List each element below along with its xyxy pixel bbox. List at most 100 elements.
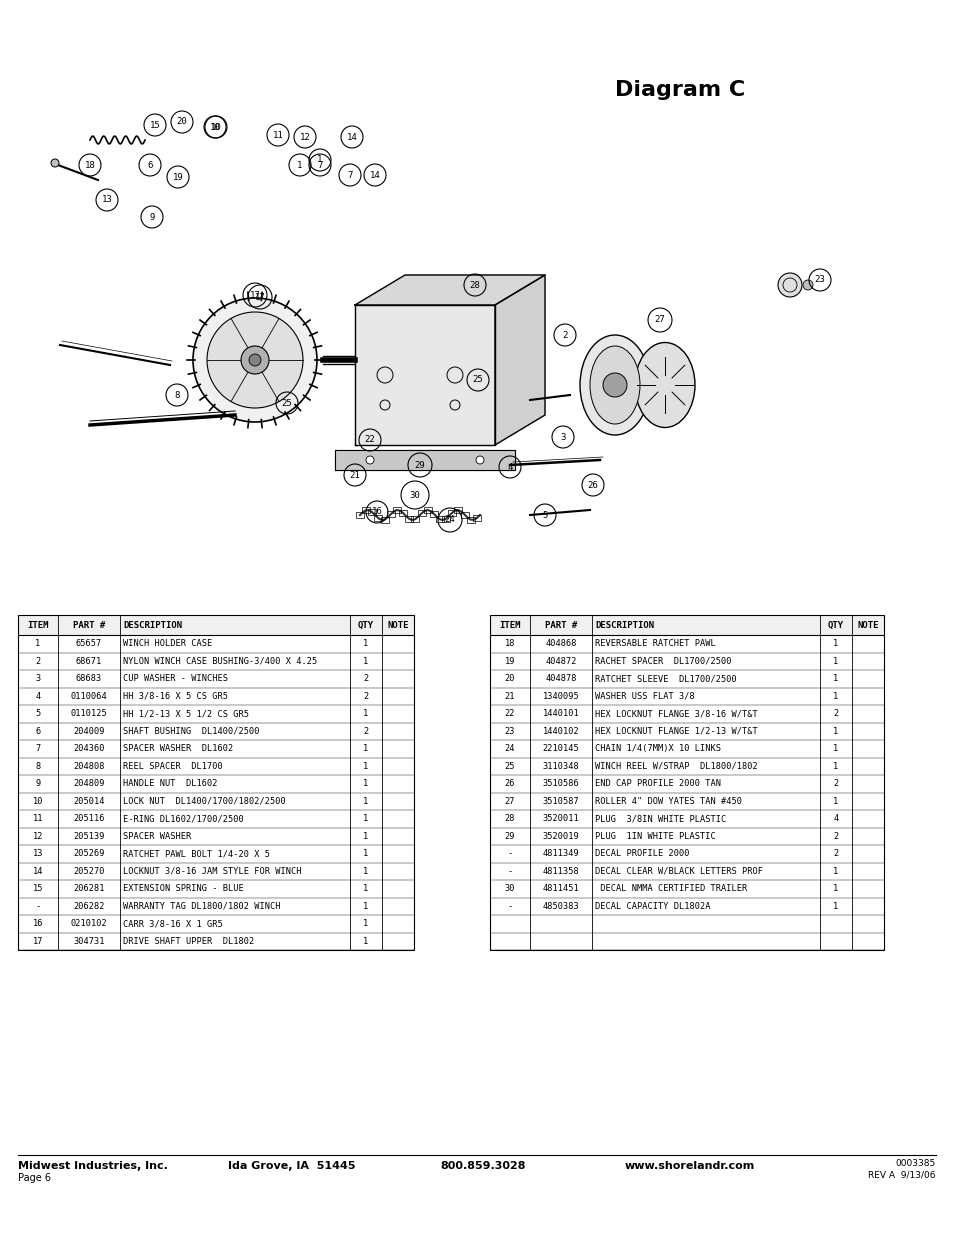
Bar <box>430 511 437 516</box>
Text: 29: 29 <box>415 461 425 469</box>
Bar <box>490 615 883 950</box>
Text: PLUG  1IN WHITE PLASTIC: PLUG 1IN WHITE PLASTIC <box>595 831 715 841</box>
Text: 28: 28 <box>469 280 480 289</box>
Text: 304731: 304731 <box>73 937 105 946</box>
Bar <box>355 513 364 517</box>
Ellipse shape <box>579 335 649 435</box>
Text: 4: 4 <box>833 814 838 824</box>
Text: 25: 25 <box>472 375 483 384</box>
Circle shape <box>778 273 801 296</box>
Text: DESCRIPTION: DESCRIPTION <box>123 620 182 630</box>
Bar <box>436 516 443 522</box>
Text: 4811349: 4811349 <box>542 850 578 858</box>
Text: 204808: 204808 <box>73 762 105 771</box>
Text: NOTE: NOTE <box>857 620 878 630</box>
Text: 25: 25 <box>504 762 515 771</box>
Text: Diagram C: Diagram C <box>615 80 744 100</box>
Text: 1: 1 <box>363 779 368 788</box>
Text: E-RING DL1602/1700/2500: E-RING DL1602/1700/2500 <box>123 814 244 824</box>
Text: END CAP PROFILE 2000 TAN: END CAP PROFILE 2000 TAN <box>595 779 720 788</box>
Text: RATCHET PAWL BOLT 1/4-20 X 5: RATCHET PAWL BOLT 1/4-20 X 5 <box>123 850 270 858</box>
Bar <box>398 510 407 516</box>
Text: HEX LOCKNUT FLANGE 3/8-16 W/T&T: HEX LOCKNUT FLANGE 3/8-16 W/T&T <box>595 709 757 719</box>
Text: CHAIN 1/4(7MM)X 10 LINKS: CHAIN 1/4(7MM)X 10 LINKS <box>595 745 720 753</box>
Text: PLUG  3/8IN WHITE PLASTIC: PLUG 3/8IN WHITE PLASTIC <box>595 814 725 824</box>
Text: 18: 18 <box>504 640 515 648</box>
Text: 205116: 205116 <box>73 814 105 824</box>
Polygon shape <box>495 275 544 445</box>
Text: 1: 1 <box>317 156 322 164</box>
Text: Page 6: Page 6 <box>18 1173 51 1183</box>
Text: 1: 1 <box>363 884 368 893</box>
Text: HH 3/8-16 X 5 CS GR5: HH 3/8-16 X 5 CS GR5 <box>123 692 228 700</box>
Text: Midwest Industries, Inc.: Midwest Industries, Inc. <box>18 1161 168 1171</box>
Text: 6: 6 <box>147 161 152 169</box>
Text: 16: 16 <box>32 919 43 929</box>
Text: 3110348: 3110348 <box>542 762 578 771</box>
Text: 1: 1 <box>363 831 368 841</box>
Text: 20: 20 <box>504 674 515 683</box>
Text: 3510586: 3510586 <box>542 779 578 788</box>
Text: -: - <box>35 902 41 910</box>
Text: PART #: PART # <box>72 620 105 630</box>
Text: 1: 1 <box>363 919 368 929</box>
Bar <box>454 508 462 513</box>
Bar <box>423 508 432 513</box>
Bar <box>18 615 414 950</box>
Text: 800.859.3028: 800.859.3028 <box>439 1161 525 1171</box>
Text: 68683: 68683 <box>76 674 102 683</box>
Circle shape <box>602 373 626 396</box>
Text: 1: 1 <box>833 745 838 753</box>
Text: 205269: 205269 <box>73 850 105 858</box>
Text: 8: 8 <box>174 390 179 399</box>
Bar <box>460 511 468 517</box>
Text: 21: 21 <box>504 692 515 700</box>
Text: 1: 1 <box>833 657 838 666</box>
Text: 7: 7 <box>347 170 353 179</box>
Text: REEL SPACER  DL1700: REEL SPACER DL1700 <box>123 762 222 771</box>
Text: 27: 27 <box>654 315 664 325</box>
Text: 1: 1 <box>833 867 838 876</box>
Text: 0110125: 0110125 <box>71 709 108 719</box>
Text: QTY: QTY <box>357 620 374 630</box>
Text: 1: 1 <box>833 797 838 805</box>
Text: 3520011: 3520011 <box>542 814 578 824</box>
Text: 30: 30 <box>409 490 420 499</box>
Circle shape <box>193 298 316 422</box>
Text: EXTENSION SPRING - BLUE: EXTENSION SPRING - BLUE <box>123 884 244 893</box>
Text: CUP WASHER - WINCHES: CUP WASHER - WINCHES <box>123 674 228 683</box>
Text: RACHET SPACER  DL1700/2500: RACHET SPACER DL1700/2500 <box>595 657 731 666</box>
Bar <box>441 515 450 521</box>
Text: 2: 2 <box>833 709 838 719</box>
Text: WINCH REEL W/STRAP  DL1800/1802: WINCH REEL W/STRAP DL1800/1802 <box>595 762 757 771</box>
Bar <box>417 510 425 516</box>
Text: DESCRIPTION: DESCRIPTION <box>595 620 654 630</box>
Text: 1: 1 <box>833 726 838 736</box>
Text: CARR 3/8-16 X 1 GR5: CARR 3/8-16 X 1 GR5 <box>123 919 222 929</box>
Text: 9: 9 <box>150 212 154 221</box>
Text: 1: 1 <box>363 657 368 666</box>
Text: 30: 30 <box>504 884 515 893</box>
Text: 204809: 204809 <box>73 779 105 788</box>
Circle shape <box>241 346 269 374</box>
Text: 2: 2 <box>363 726 368 736</box>
Text: 1: 1 <box>35 640 41 648</box>
Text: 2: 2 <box>363 674 368 683</box>
Text: 26: 26 <box>504 779 515 788</box>
Text: 7: 7 <box>317 161 322 169</box>
Text: 23: 23 <box>814 275 824 284</box>
Text: 12: 12 <box>32 831 43 841</box>
Text: 17: 17 <box>254 293 265 301</box>
Text: 4850383: 4850383 <box>542 902 578 910</box>
Text: 1440101: 1440101 <box>542 709 578 719</box>
Bar <box>386 511 395 517</box>
Text: ITEM: ITEM <box>28 620 49 630</box>
Text: 4: 4 <box>35 692 41 700</box>
Text: 1: 1 <box>363 902 368 910</box>
Text: 1: 1 <box>833 674 838 683</box>
Bar <box>473 515 480 521</box>
Circle shape <box>249 354 261 366</box>
Polygon shape <box>335 450 515 471</box>
Text: DECAL PROFILE 2000: DECAL PROFILE 2000 <box>595 850 689 858</box>
Text: 0110064: 0110064 <box>71 692 108 700</box>
